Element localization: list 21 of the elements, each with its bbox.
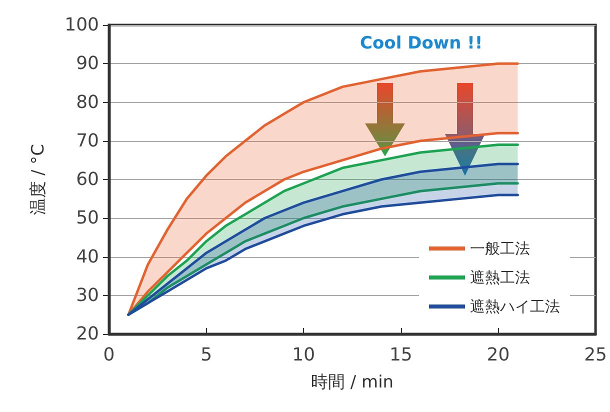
- x-tick-label: 15: [389, 344, 412, 366]
- legend-label: 遮熱ハイ工法: [470, 298, 560, 316]
- legend-label: 一般工法: [470, 240, 530, 258]
- y-tick-label: 30: [76, 284, 99, 306]
- legend-label: 遮熱工法: [470, 268, 530, 286]
- y-tick-label: 80: [76, 92, 99, 113]
- x-tick-label: 10: [292, 344, 316, 366]
- x-tick-label: 20: [486, 344, 510, 366]
- annotation: Cool Down !!: [360, 34, 483, 54]
- y-tick-label: 20: [76, 324, 99, 344]
- y-tick-label: 50: [76, 208, 99, 229]
- y-tick-label: 90: [76, 53, 99, 74]
- y-axis-title: 温度 / °C: [28, 144, 48, 215]
- y-tick-label: 40: [76, 246, 99, 268]
- y-tick-label: 60: [76, 169, 99, 190]
- x-tick-label: 5: [200, 344, 212, 366]
- x-tick-label: 0: [103, 344, 115, 366]
- y-tick-label: 100: [64, 14, 99, 36]
- x-axis-title: 時間 / min: [310, 372, 394, 392]
- y-tick-label: 70: [76, 130, 99, 152]
- x-tick-label: 25: [584, 344, 607, 366]
